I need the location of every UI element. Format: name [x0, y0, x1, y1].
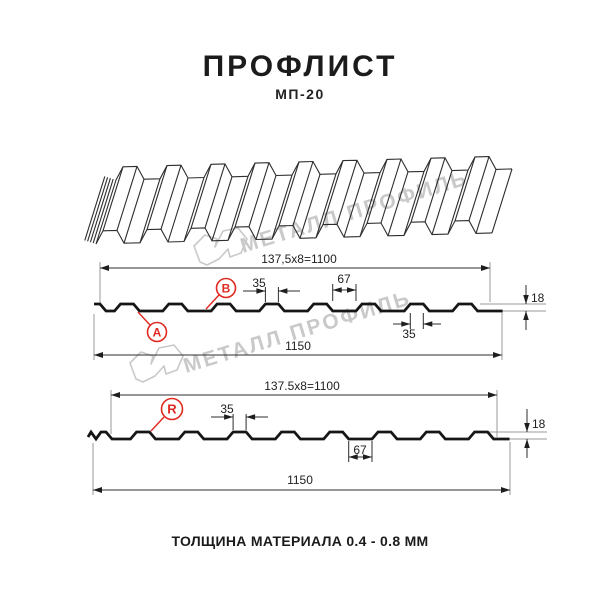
sheet-3d-rib-lines	[95, 156, 513, 245]
callout-a: A	[137, 311, 168, 343]
front-overall-width-dimension: 1150	[285, 339, 311, 353]
back-rib-top-dimension: 35	[220, 402, 234, 416]
front-profile-outline	[94, 302, 503, 313]
back-valley-dimension: 67	[353, 443, 367, 457]
material-thickness-note: ТОЛЩИНА МАТЕРИАЛА 0.4 - 0.8 ММ	[171, 533, 429, 549]
sheet-3d-left-cap	[84, 176, 114, 244]
front-pitch-dimension: 137,5x8=1100	[261, 252, 337, 266]
metall-profil-logo-icon	[129, 344, 184, 383]
callout-b: B	[205, 277, 237, 310]
watermark-lower: МЕТАЛЛ ПРОФИЛЬ	[129, 287, 414, 383]
cross-section-front: 137,5x8=1100 1150 35 67 18 35 B A	[93, 252, 546, 360]
callout-a-label: A	[153, 326, 162, 340]
front-valley-dimension: 67	[337, 272, 351, 286]
back-dimension-lines	[93, 394, 528, 491]
page-subtitle: МП-20	[275, 86, 325, 102]
back-extension-lines	[92, 390, 547, 495]
back-overall-width-dimension: 1150	[287, 473, 313, 487]
sheet-3d-view	[84, 156, 513, 245]
callout-r-label: R	[167, 402, 177, 417]
back-profile-outline	[86, 429, 510, 442]
front-height-dimension: 18	[531, 291, 545, 305]
metall-profil-logo-icon	[193, 227, 248, 266]
back-height-dimension: 18	[532, 417, 546, 431]
watermark-brand-text: МЕТАЛЛ ПРОФИЛЬ	[238, 167, 471, 258]
back-pitch-dimension: 137.5x8=1100	[264, 379, 340, 393]
front-rib-top-dimension: 35	[252, 276, 266, 290]
callout-r: R	[150, 397, 184, 432]
page-title: ПРОФЛИСТ	[202, 50, 398, 83]
callout-b-label: B	[222, 282, 231, 296]
watermark-brand-text: МЕТАЛЛ ПРОФИЛЬ	[181, 287, 414, 378]
front-extension-lines	[93, 262, 546, 360]
cross-section-back: 137.5x8=1100 1150 35 67 18 R	[86, 379, 547, 495]
front-rib-bottom-dimension: 35	[402, 327, 416, 341]
